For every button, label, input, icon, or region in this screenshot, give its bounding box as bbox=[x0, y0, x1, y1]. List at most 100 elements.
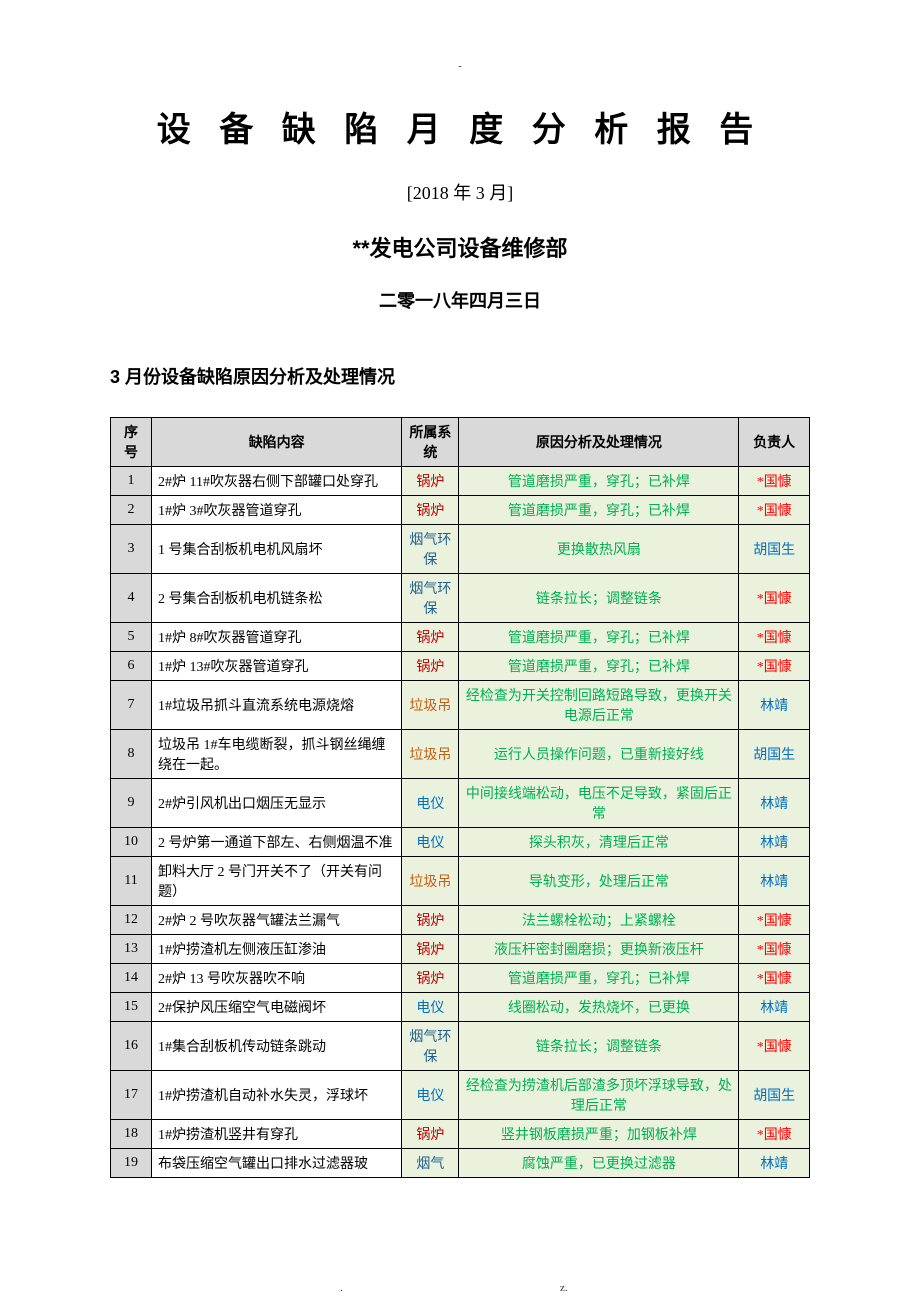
footer-right: z. bbox=[560, 1282, 568, 1294]
cell-system: 锅炉 bbox=[402, 467, 459, 496]
cell-analysis: 管道磨损严重，穿孔；已补焊 bbox=[459, 623, 739, 652]
table-row: 102 号炉第一通道下部左、右侧烟温不准电仪探头积灰，清理后正常林靖 bbox=[111, 828, 810, 857]
cell-idx: 17 bbox=[111, 1071, 152, 1120]
table-row: 171#炉捞渣机自动补水失灵，浮球坏电仪经检查为捞渣机后部渣多顶坏浮球导致，处理… bbox=[111, 1071, 810, 1120]
cell-idx: 2 bbox=[111, 496, 152, 525]
cell-analysis: 中间接线端松动，电压不足导致，紧固后正常 bbox=[459, 779, 739, 828]
table-body: 12#炉 11#吹灰器右侧下部罐口处穿孔锅炉管道磨损严重，穿孔；已补焊*国慷21… bbox=[111, 467, 810, 1178]
cell-person: 林靖 bbox=[739, 857, 810, 906]
cell-defect: 1#炉捞渣机左侧液压缸渗油 bbox=[151, 935, 401, 964]
cell-system: 锅炉 bbox=[402, 496, 459, 525]
cell-defect: 1#垃圾吊抓斗直流系统电源烧熔 bbox=[151, 681, 401, 730]
cell-person: *国慷 bbox=[739, 1022, 810, 1071]
table-row: 131#炉捞渣机左侧液压缸渗油锅炉液压杆密封圈磨损；更换新液压杆*国慷 bbox=[111, 935, 810, 964]
table-row: 51#炉 8#吹灰器管道穿孔锅炉管道磨损严重，穿孔；已补焊*国慷 bbox=[111, 623, 810, 652]
cell-analysis: 管道磨损严重，穿孔；已补焊 bbox=[459, 467, 739, 496]
cell-person: 胡国生 bbox=[739, 1071, 810, 1120]
section-header: 3 月份设备缺陷原因分析及处理情况 bbox=[110, 363, 810, 389]
table-row: 142#炉 13 号吹灰器吹不响锅炉管道磨损严重，穿孔；已补焊*国慷 bbox=[111, 964, 810, 993]
cell-system: 电仪 bbox=[402, 828, 459, 857]
cell-analysis: 管道磨损严重，穿孔；已补焊 bbox=[459, 496, 739, 525]
cell-idx: 15 bbox=[111, 993, 152, 1022]
table-row: 161#集合刮板机传动链条跳动烟气环保链条拉长；调整链条*国慷 bbox=[111, 1022, 810, 1071]
department-line: **发电公司设备维修部 bbox=[110, 231, 810, 263]
cell-defect: 1#炉 8#吹灰器管道穿孔 bbox=[151, 623, 401, 652]
cell-system: 电仪 bbox=[402, 779, 459, 828]
cell-person: 林靖 bbox=[739, 681, 810, 730]
cell-system: 锅炉 bbox=[402, 906, 459, 935]
cell-person: *国慷 bbox=[739, 935, 810, 964]
cell-system: 烟气 bbox=[402, 1149, 459, 1178]
table-header: 序号 缺陷内容 所属系统 原因分析及处理情况 负责人 bbox=[111, 418, 810, 467]
cell-idx: 3 bbox=[111, 525, 152, 574]
cell-person: 林靖 bbox=[739, 828, 810, 857]
cell-idx: 6 bbox=[111, 652, 152, 681]
cell-person: *国慷 bbox=[739, 467, 810, 496]
top-mark: - bbox=[110, 60, 810, 72]
cell-idx: 10 bbox=[111, 828, 152, 857]
cell-person: *国慷 bbox=[739, 496, 810, 525]
table-row: 122#炉 2 号吹灰器气罐法兰漏气锅炉法兰螺栓松动；上紧螺栓*国慷 bbox=[111, 906, 810, 935]
cell-defect: 2#炉引风机出口烟压无显示 bbox=[151, 779, 401, 828]
cell-defect: 2#炉 13 号吹灰器吹不响 bbox=[151, 964, 401, 993]
cell-analysis: 链条拉长；调整链条 bbox=[459, 574, 739, 623]
cell-person: *国慷 bbox=[739, 574, 810, 623]
cell-person: 林靖 bbox=[739, 1149, 810, 1178]
cell-analysis: 液压杆密封圈磨损；更换新液压杆 bbox=[459, 935, 739, 964]
cell-system: 垃圾吊 bbox=[402, 681, 459, 730]
cell-defect: 2 号集合刮板机电机链条松 bbox=[151, 574, 401, 623]
cell-defect: 垃圾吊 1#车电缆断裂，抓斗钢丝绳缠绕在一起。 bbox=[151, 730, 401, 779]
cell-person: *国慷 bbox=[739, 652, 810, 681]
cell-system: 电仪 bbox=[402, 1071, 459, 1120]
table-row: 61#炉 13#吹灰器管道穿孔锅炉管道磨损严重，穿孔；已补焊*国慷 bbox=[111, 652, 810, 681]
cell-idx: 19 bbox=[111, 1149, 152, 1178]
cell-person: 胡国生 bbox=[739, 525, 810, 574]
cell-analysis: 法兰螺栓松动；上紧螺栓 bbox=[459, 906, 739, 935]
table-row: 42 号集合刮板机电机链条松烟气环保链条拉长；调整链条*国慷 bbox=[111, 574, 810, 623]
cell-analysis: 经检查为捞渣机后部渣多顶坏浮球导致，处理后正常 bbox=[459, 1071, 739, 1120]
cell-defect: 1#炉捞渣机竖井有穿孔 bbox=[151, 1120, 401, 1149]
cell-analysis: 管道磨损严重，穿孔；已补焊 bbox=[459, 964, 739, 993]
cell-analysis: 探头积灰，清理后正常 bbox=[459, 828, 739, 857]
cell-idx: 5 bbox=[111, 623, 152, 652]
cell-idx: 13 bbox=[111, 935, 152, 964]
cell-person: *国慷 bbox=[739, 964, 810, 993]
table-row: 31 号集合刮板机电机风扇坏烟气环保更换散热风扇胡国生 bbox=[111, 525, 810, 574]
cell-idx: 7 bbox=[111, 681, 152, 730]
cell-system: 锅炉 bbox=[402, 623, 459, 652]
cell-person: *国慷 bbox=[739, 1120, 810, 1149]
cell-idx: 16 bbox=[111, 1022, 152, 1071]
cell-system: 烟气环保 bbox=[402, 574, 459, 623]
cell-person: 林靖 bbox=[739, 779, 810, 828]
cell-idx: 18 bbox=[111, 1120, 152, 1149]
cell-system: 垃圾吊 bbox=[402, 857, 459, 906]
cell-analysis: 导轨变形，处理后正常 bbox=[459, 857, 739, 906]
cell-idx: 1 bbox=[111, 467, 152, 496]
cell-person: *国慷 bbox=[739, 623, 810, 652]
cell-analysis: 线圈松动，发热烧坏，已更换 bbox=[459, 993, 739, 1022]
cell-defect: 2 号炉第一通道下部左、右侧烟温不准 bbox=[151, 828, 401, 857]
table-row: 12#炉 11#吹灰器右侧下部罐口处穿孔锅炉管道磨损严重，穿孔；已补焊*国慷 bbox=[111, 467, 810, 496]
cell-analysis: 经检查为开关控制回路短路导致，更换开关电源后正常 bbox=[459, 681, 739, 730]
cell-defect: 1 号集合刮板机电机风扇坏 bbox=[151, 525, 401, 574]
cell-system: 锅炉 bbox=[402, 935, 459, 964]
cell-defect: 1#炉捞渣机自动补水失灵，浮球坏 bbox=[151, 1071, 401, 1120]
header-analysis: 原因分析及处理情况 bbox=[459, 418, 739, 467]
cell-system: 烟气环保 bbox=[402, 525, 459, 574]
date-line: 二零一八年四月三日 bbox=[110, 287, 810, 313]
cell-analysis: 链条拉长；调整链条 bbox=[459, 1022, 739, 1071]
header-person: 负责人 bbox=[739, 418, 810, 467]
table-row: 8垃圾吊 1#车电缆断裂，抓斗钢丝绳缠绕在一起。垃圾吊运行人员操作问题，已重新接… bbox=[111, 730, 810, 779]
report-month: [2018 年 3 月] bbox=[110, 179, 810, 205]
table-row: 181#炉捞渣机竖井有穿孔锅炉竖井钢板磨损严重；加钢板补焊*国慷 bbox=[111, 1120, 810, 1149]
cell-defect: 1#集合刮板机传动链条跳动 bbox=[151, 1022, 401, 1071]
cell-person: 胡国生 bbox=[739, 730, 810, 779]
header-idx: 序号 bbox=[111, 418, 152, 467]
cell-idx: 8 bbox=[111, 730, 152, 779]
cell-idx: 9 bbox=[111, 779, 152, 828]
cell-system: 锅炉 bbox=[402, 964, 459, 993]
table-row: 71#垃圾吊抓斗直流系统电源烧熔垃圾吊经检查为开关控制回路短路导致，更换开关电源… bbox=[111, 681, 810, 730]
cell-defect: 2#炉 11#吹灰器右侧下部罐口处穿孔 bbox=[151, 467, 401, 496]
report-title: 设 备 缺 陷 月 度 分 析 报 告 bbox=[110, 102, 810, 151]
header-defect: 缺陷内容 bbox=[151, 418, 401, 467]
